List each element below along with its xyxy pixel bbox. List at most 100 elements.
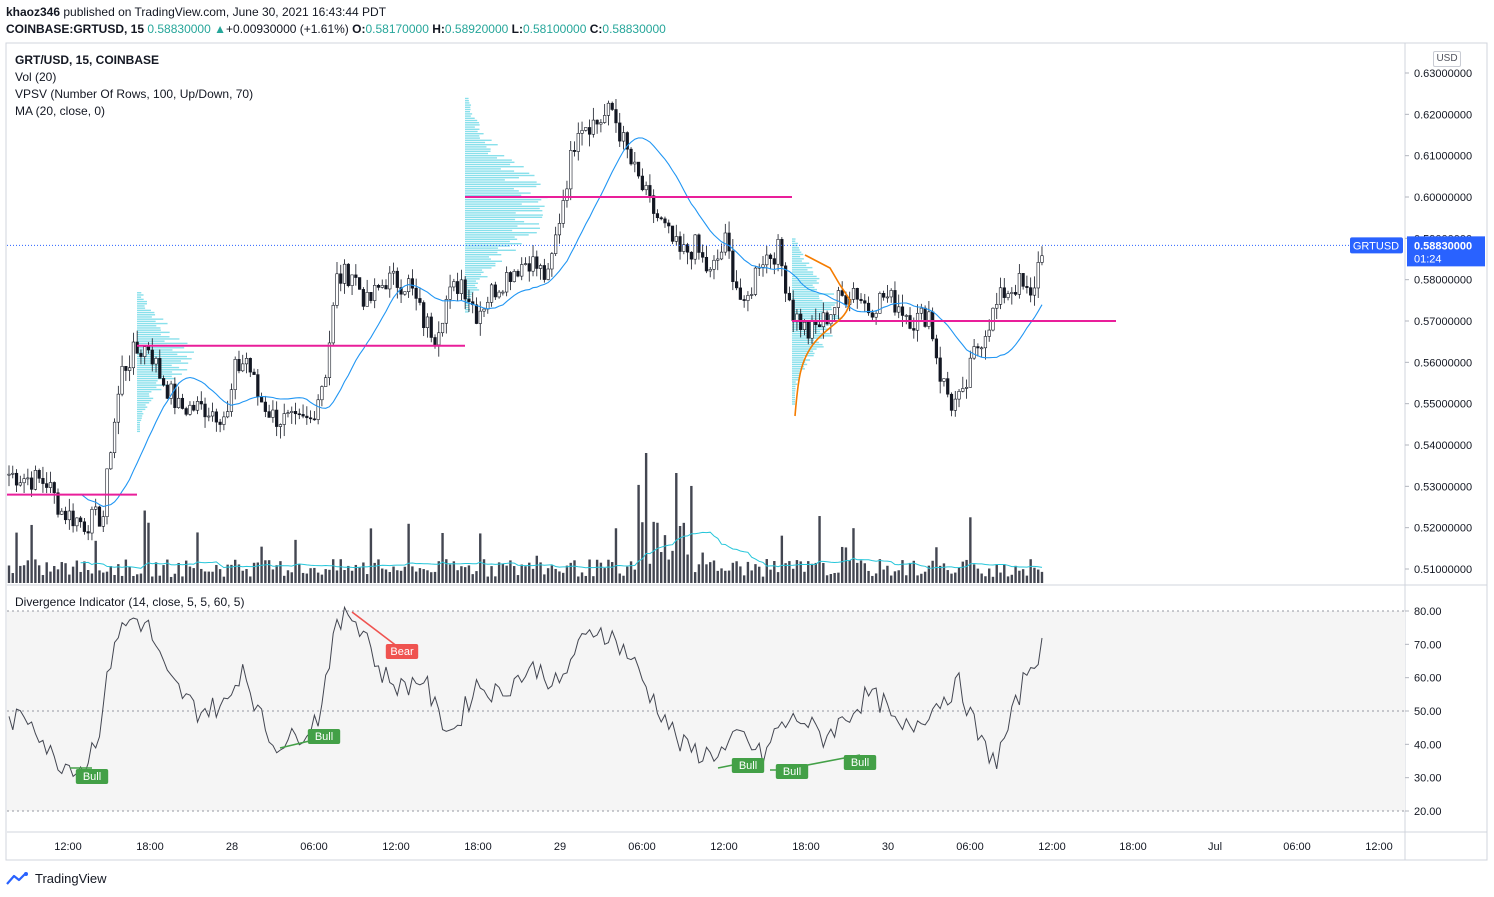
volume-profile-bar bbox=[792, 392, 795, 394]
candle-down bbox=[535, 256, 539, 269]
volume-bar bbox=[109, 566, 112, 583]
time-tick-label: 30 bbox=[882, 841, 894, 853]
volume-profile-bar bbox=[137, 314, 156, 316]
last-price-badge bbox=[1407, 236, 1485, 267]
candle-up bbox=[18, 482, 22, 486]
candle-down bbox=[52, 482, 56, 494]
legend-volume[interactable]: Vol (20) bbox=[15, 70, 57, 84]
candle-down bbox=[14, 472, 19, 486]
volume-bar bbox=[690, 485, 693, 583]
candle-up bbox=[765, 254, 769, 266]
volume-bar bbox=[245, 569, 248, 583]
volume-profile-bar bbox=[465, 221, 525, 223]
volume-profile-bar bbox=[465, 287, 478, 289]
volume-profile-bar bbox=[137, 393, 150, 395]
volume-bar bbox=[984, 576, 987, 583]
candle-up bbox=[802, 321, 807, 330]
candle-down bbox=[629, 148, 633, 165]
volume-bar bbox=[347, 565, 350, 583]
candle-down bbox=[37, 470, 41, 479]
volume-bar bbox=[158, 575, 161, 583]
candle-up bbox=[885, 296, 890, 299]
volume-profile-bar bbox=[137, 421, 140, 424]
volume-bar bbox=[614, 528, 618, 583]
volume-bar bbox=[411, 566, 414, 583]
volume-bar bbox=[577, 576, 580, 583]
volume-bar bbox=[528, 562, 531, 583]
candle-up bbox=[324, 377, 328, 387]
candle-up bbox=[674, 236, 678, 242]
volume-bar bbox=[524, 566, 527, 583]
volume-profile-bar bbox=[465, 251, 498, 254]
candle-down bbox=[787, 292, 791, 301]
volume-bar bbox=[727, 570, 731, 583]
volume-profile-bar bbox=[465, 192, 531, 194]
volume-bar bbox=[569, 562, 572, 583]
volume-bar bbox=[256, 562, 260, 583]
volume-profile-bar bbox=[137, 305, 145, 307]
time-tick-label: 29 bbox=[554, 841, 566, 853]
candle-up bbox=[60, 510, 64, 515]
candle-down bbox=[859, 298, 863, 301]
volume-bar bbox=[957, 567, 961, 583]
legend-vpsv[interactable]: VPSV (Number Of Rows, 100, Up/Down, 70) bbox=[15, 87, 254, 101]
volume-bar bbox=[497, 562, 501, 583]
volume-bar bbox=[720, 568, 723, 583]
candle-down bbox=[855, 288, 859, 300]
volume-profile-bar bbox=[465, 97, 469, 100]
volume-profile-bar bbox=[792, 396, 795, 399]
volume-bar bbox=[686, 554, 689, 583]
volume-profile-bar bbox=[465, 117, 475, 119]
volume-profile-bar bbox=[137, 307, 146, 309]
volume-bar bbox=[799, 561, 802, 583]
volume-bar bbox=[543, 574, 546, 583]
volume-profile-bar bbox=[792, 302, 837, 304]
volume-bar bbox=[942, 563, 946, 583]
volume-bar bbox=[234, 559, 237, 583]
volume-bar bbox=[878, 559, 882, 583]
volume-bar bbox=[7, 565, 11, 583]
volume-profile-bar bbox=[792, 394, 795, 396]
volume-profile-bar bbox=[465, 278, 480, 280]
legend-symbol[interactable]: GRT/USD, 15, COINBASE bbox=[15, 53, 160, 67]
volume-bar bbox=[731, 562, 735, 583]
signal-label: Bull bbox=[783, 766, 801, 778]
legend-divergence[interactable]: Divergence Indicator (14, close, 5, 5, 6… bbox=[15, 595, 245, 609]
currency-label[interactable]: USD bbox=[1433, 51, 1461, 67]
candle-down bbox=[791, 299, 795, 321]
volume-bar bbox=[196, 532, 199, 583]
volume-bar bbox=[139, 573, 143, 583]
volume-bar bbox=[761, 576, 765, 583]
volume-bar bbox=[267, 560, 271, 583]
volume-bar bbox=[475, 571, 478, 583]
volume-bar bbox=[173, 573, 177, 583]
signal-badge-bull bbox=[75, 769, 109, 784]
volume-bar bbox=[181, 576, 184, 583]
volume-profile-bar bbox=[792, 330, 821, 333]
volume-bar bbox=[788, 561, 791, 583]
volume-bar bbox=[1003, 564, 1006, 583]
volume-profile-bar bbox=[465, 201, 539, 203]
volume-bar bbox=[445, 559, 448, 583]
candle-down bbox=[158, 358, 162, 379]
footer-brand[interactable]: TradingView bbox=[6, 871, 107, 886]
candle-down bbox=[252, 371, 256, 375]
last-price-label: 0.58830000 bbox=[1414, 240, 1472, 252]
volume-bar bbox=[644, 453, 648, 583]
legend-ma[interactable]: MA (20, close, 0) bbox=[15, 104, 106, 118]
volume-bar bbox=[30, 524, 33, 583]
volume-bar bbox=[452, 561, 456, 583]
volume-bar bbox=[886, 565, 889, 583]
time-tick-label: 18:00 bbox=[1119, 841, 1147, 853]
volume-bar bbox=[561, 572, 565, 583]
time-tick-label: 18:00 bbox=[792, 841, 820, 853]
volume-bar bbox=[430, 572, 433, 583]
volume-profile-bar bbox=[137, 329, 161, 331]
volume-profile-bar bbox=[137, 408, 146, 411]
candle-down bbox=[735, 281, 739, 289]
volume-bar bbox=[893, 571, 897, 583]
volume-bar bbox=[294, 539, 297, 583]
candle-up bbox=[195, 401, 200, 411]
candle-down bbox=[1013, 292, 1018, 295]
